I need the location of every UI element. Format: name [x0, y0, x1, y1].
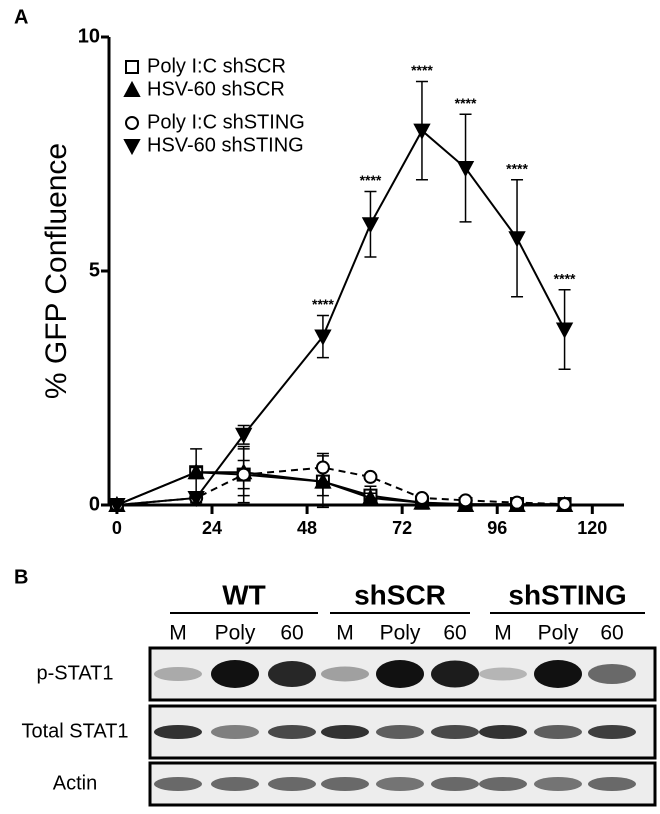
band	[479, 777, 527, 791]
marker	[510, 495, 525, 510]
legend-marker	[125, 60, 139, 74]
band	[534, 777, 582, 791]
band	[268, 661, 316, 687]
group-label: WT	[222, 579, 266, 610]
group-label: shSTING	[508, 579, 626, 610]
panel-label: B	[14, 566, 28, 588]
lane-label: 60	[280, 622, 303, 645]
marker	[187, 490, 205, 508]
marker	[187, 463, 205, 480]
significance-label: ****	[360, 172, 382, 188]
marker	[235, 427, 253, 444]
significance-label: ****	[312, 296, 334, 312]
x-tick-label: 48	[297, 518, 317, 538]
lane-label: Poly	[538, 622, 579, 645]
marker	[413, 123, 431, 140]
band	[211, 660, 259, 688]
band	[376, 777, 424, 791]
marker	[361, 488, 380, 505]
band	[268, 777, 316, 791]
y-axis-label: % GFP Confluence	[40, 143, 73, 399]
lane-label: M	[336, 622, 354, 645]
band	[588, 777, 636, 791]
lane-label: 60	[600, 622, 623, 645]
row-label: p-STAT1	[36, 662, 113, 684]
series-line	[116, 129, 566, 506]
band	[268, 725, 316, 739]
x-tick-label: 72	[392, 518, 412, 538]
legend-marker	[125, 116, 139, 130]
x-tick-label: 0	[112, 518, 122, 538]
band	[376, 725, 424, 739]
legend-label: Poly I:C shSTING	[147, 111, 305, 133]
legend-marker	[123, 139, 141, 156]
lane-label: 60	[443, 622, 466, 645]
band	[211, 777, 259, 791]
legend-label: Poly I:C shSCR	[147, 55, 286, 77]
series-line	[116, 471, 565, 506]
band	[376, 660, 424, 688]
panel-label: A	[14, 6, 28, 28]
significance-label: ****	[506, 160, 528, 176]
lane-label: Poly	[215, 622, 256, 645]
lane-label: Poly	[380, 622, 421, 645]
band	[588, 664, 636, 684]
group-label: shSCR	[354, 579, 446, 610]
y-tick-label: 5	[89, 259, 100, 281]
marker	[508, 231, 526, 248]
marker	[456, 161, 475, 178]
lane-label: M	[169, 622, 187, 645]
band	[211, 725, 259, 739]
significance-label: ****	[411, 62, 433, 78]
band	[321, 777, 369, 791]
band	[431, 725, 479, 739]
x-tick-label: 24	[202, 518, 222, 538]
lane-label: M	[494, 622, 512, 645]
marker	[557, 497, 572, 512]
band	[479, 725, 527, 739]
band	[321, 725, 369, 739]
x-tick-label: 120	[577, 518, 607, 538]
legend-marker	[123, 80, 141, 97]
band	[154, 777, 202, 791]
marker	[315, 460, 330, 475]
row-label: Total STAT1	[21, 720, 128, 742]
band	[431, 660, 479, 688]
legend-label: HSV-60 shSCR	[147, 78, 285, 100]
band	[154, 667, 202, 681]
marker	[108, 498, 126, 515]
band	[154, 725, 202, 739]
x-tick-label: 96	[487, 518, 507, 538]
marker	[363, 469, 378, 484]
marker	[314, 329, 332, 346]
legend-label: HSV-60 shSTING	[147, 134, 304, 156]
marker	[555, 322, 574, 339]
y-tick-label: 0	[89, 493, 100, 515]
marker	[458, 493, 473, 508]
band	[588, 725, 636, 739]
series-line	[116, 466, 565, 506]
band	[321, 666, 369, 682]
row-label: Actin	[53, 772, 97, 794]
band	[534, 660, 582, 688]
marker	[414, 490, 429, 505]
marker	[361, 217, 380, 234]
band	[534, 725, 582, 739]
y-tick-label: 10	[78, 25, 100, 47]
significance-label: ****	[554, 270, 576, 286]
band	[431, 777, 479, 791]
marker	[236, 467, 251, 482]
band	[479, 667, 527, 681]
significance-label: ****	[455, 95, 477, 111]
